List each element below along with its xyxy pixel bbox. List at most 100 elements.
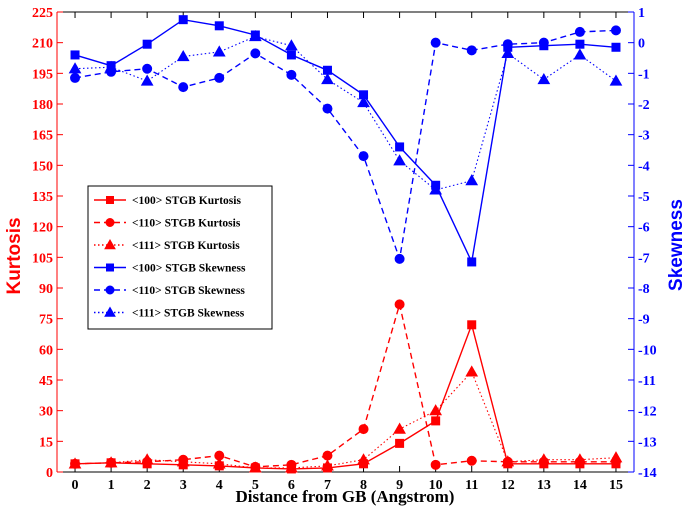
left-tick-label: 75: [39, 313, 53, 328]
data-point: [609, 74, 623, 86]
data-point: [609, 451, 623, 463]
data-point: [538, 37, 549, 48]
data-point: [285, 39, 298, 51]
series-layer: [68, 15, 623, 474]
right-tick-label: -3: [638, 129, 650, 144]
data-point: [430, 37, 441, 48]
x-tick-label: 11: [465, 478, 478, 493]
data-point: [176, 49, 190, 62]
left-tick-label: 105: [32, 251, 53, 266]
legend-marker: [104, 306, 116, 317]
legend-marker: [105, 285, 115, 295]
data-point: [395, 142, 405, 152]
x-tick-label: 15: [609, 478, 623, 493]
data-point: [467, 257, 477, 267]
right-tick-label: -1: [638, 67, 650, 82]
left-tick-label: 15: [39, 435, 53, 450]
series-line: [74, 304, 616, 468]
left-tick-label: 60: [39, 343, 53, 358]
legend-marker: [106, 263, 114, 272]
x-tick-label: 6: [288, 478, 295, 493]
x-tick-label: 13: [537, 478, 551, 493]
data-point: [394, 299, 405, 310]
left-tick-label: 30: [39, 405, 53, 420]
x-tick-label: 1: [108, 478, 115, 493]
right-tick-label: 1: [638, 6, 645, 21]
data-point: [286, 50, 296, 60]
data-point: [393, 154, 406, 166]
data-point: [142, 63, 153, 74]
data-point: [140, 74, 154, 86]
data-point: [68, 457, 82, 469]
left-tick-label: 210: [32, 37, 53, 52]
data-point: [357, 95, 370, 108]
left-tick-label: 45: [39, 374, 53, 389]
series-line: [74, 370, 617, 469]
legend-box: [87, 185, 273, 330]
right-tick-label: -9: [638, 313, 650, 328]
data-point: [68, 62, 82, 74]
x-tick-label: 9: [396, 478, 403, 493]
series-4: [70, 25, 621, 264]
left-tick-label: 120: [32, 221, 53, 236]
left-tick-label: 195: [32, 67, 53, 82]
data-point: [178, 15, 188, 25]
data-point: [250, 48, 261, 59]
series-line: [74, 35, 617, 191]
right-tick-label: -12: [638, 405, 657, 420]
data-point: [70, 72, 81, 83]
data-point: [394, 253, 405, 264]
data-point: [575, 39, 585, 49]
series-line: [74, 322, 616, 470]
x-axis-label: Distance from GB (Angstrom): [236, 487, 455, 506]
data-point: [466, 455, 477, 466]
series-line: [74, 18, 617, 265]
data-point: [357, 453, 370, 465]
right-tick-label: -13: [638, 435, 657, 450]
right-tick-label: -5: [638, 190, 650, 205]
left-tick-label: 90: [39, 282, 53, 297]
data-point: [429, 404, 443, 416]
x-tick-label: 7: [324, 478, 331, 493]
data-point: [321, 459, 334, 471]
left-tick-label: 135: [32, 190, 53, 205]
data-point: [176, 455, 190, 467]
series-2: [68, 365, 623, 473]
right-tick-label: -14: [638, 466, 657, 481]
legend-marker: [104, 238, 116, 250]
data-point: [466, 45, 477, 56]
data-point: [537, 453, 551, 465]
data-point: [286, 69, 297, 80]
data-point: [395, 438, 405, 448]
data-point: [574, 26, 585, 37]
data-point: [573, 48, 587, 60]
x-tick-label: 5: [252, 478, 259, 493]
x-tick-label: 2: [144, 478, 151, 493]
legend-label: <100> STGB Skewness: [132, 263, 246, 275]
data-point: [70, 50, 80, 60]
right-tick-label: -10: [638, 343, 657, 358]
data-point: [465, 174, 479, 186]
data-point: [358, 151, 369, 162]
data-point: [429, 183, 443, 195]
data-point: [142, 39, 152, 49]
data-point: [573, 453, 587, 465]
right-tick-label: 0: [638, 37, 645, 52]
left-tick-label: 0: [46, 466, 53, 481]
x-tick-label: 4: [216, 478, 223, 493]
x-tick-label: 0: [72, 478, 79, 493]
right-tick-label: -7: [638, 251, 650, 266]
legend-label: <110> STGB Skewness: [132, 285, 245, 297]
data-point: [467, 320, 477, 330]
data-point: [140, 453, 154, 465]
x-tick-label: 8: [360, 478, 367, 493]
left-tick-label: 150: [32, 159, 53, 174]
data-point: [212, 457, 226, 469]
data-point: [501, 46, 515, 59]
data-point: [465, 365, 479, 377]
data-point: [104, 456, 118, 468]
x-tick-label: 12: [501, 478, 515, 493]
right-tick-label: -11: [638, 374, 656, 389]
axes-layer: 0153045607590105120135150165180195210225…: [32, 6, 657, 493]
